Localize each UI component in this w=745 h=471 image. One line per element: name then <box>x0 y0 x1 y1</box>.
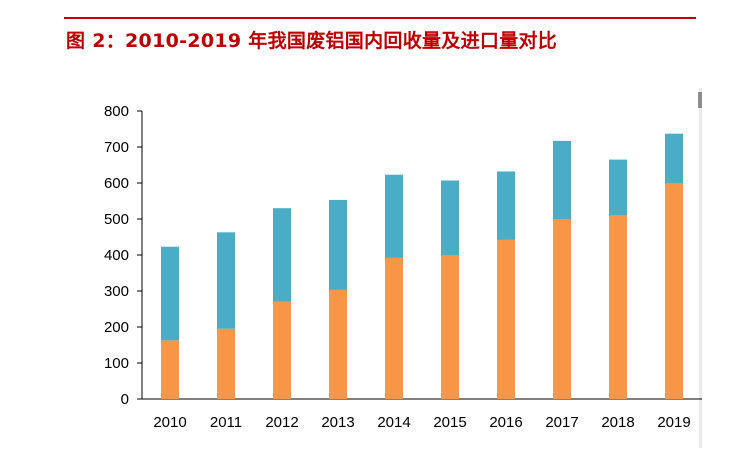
bar-upper-2015 <box>441 180 459 255</box>
x-tick-label: 2019 <box>657 414 690 431</box>
bar-upper-2019 <box>665 133 683 183</box>
x-tick-label: 2011 <box>210 414 242 431</box>
bar-lower-2017 <box>553 219 571 399</box>
y-axis: 0 100 200 300 400 500 600 700 800 <box>104 103 143 408</box>
bar-lower-2012 <box>273 301 291 399</box>
x-tick-label: 2013 <box>321 414 354 431</box>
bar-lower-2019 <box>665 183 683 399</box>
bar-upper-2017 <box>553 140 571 219</box>
y-tick-label: 200 <box>104 319 129 336</box>
bar-lower-2015 <box>441 255 459 399</box>
y-tick-label: 300 <box>104 283 129 300</box>
y-tick-label: 0 <box>121 391 129 408</box>
bar-lower-2016 <box>497 239 515 399</box>
y-tick-label: 600 <box>104 175 129 192</box>
bar-upper-2013 <box>329 199 347 290</box>
y-tick-label: 700 <box>104 139 129 156</box>
x-tick-label: 2018 <box>601 414 634 431</box>
bar-lower-2014 <box>385 257 403 399</box>
title-top-rule <box>64 17 696 19</box>
bar-upper-2010 <box>161 246 179 341</box>
bar-lower-2013 <box>329 289 347 399</box>
x-tick-label: 2016 <box>489 414 522 431</box>
x-axis: 2010 2011 2012 2013 2014 2015 2016 2017 2018 2019 <box>142 398 702 431</box>
bar-upper-2018 <box>609 159 627 216</box>
bar-upper-2011 <box>217 232 235 329</box>
bar-upper-2012 <box>273 208 291 302</box>
bars <box>161 133 683 399</box>
x-tick-label: 2015 <box>433 414 466 431</box>
chart-title: 图 2：2010-2019 年我国废铝国内回收量及进口量对比 <box>66 30 558 52</box>
page-edge-line <box>699 88 702 448</box>
bar-lower-2010 <box>161 340 179 399</box>
y-tick-label: 500 <box>104 211 129 228</box>
y-tick-label: 800 <box>104 103 129 120</box>
x-tick-label: 2010 <box>153 414 186 431</box>
x-tick-label: 2012 <box>265 414 298 431</box>
x-tick-label: 2017 <box>545 414 578 431</box>
scroll-marker <box>698 92 702 108</box>
bar-lower-2018 <box>609 215 627 399</box>
x-tick-label: 2014 <box>377 414 410 431</box>
bar-upper-2014 <box>385 174 403 258</box>
y-tick-label: 100 <box>104 355 129 372</box>
y-tick-label: 400 <box>104 247 129 264</box>
bar-upper-2016 <box>497 171 515 240</box>
bar-lower-2011 <box>217 328 235 399</box>
